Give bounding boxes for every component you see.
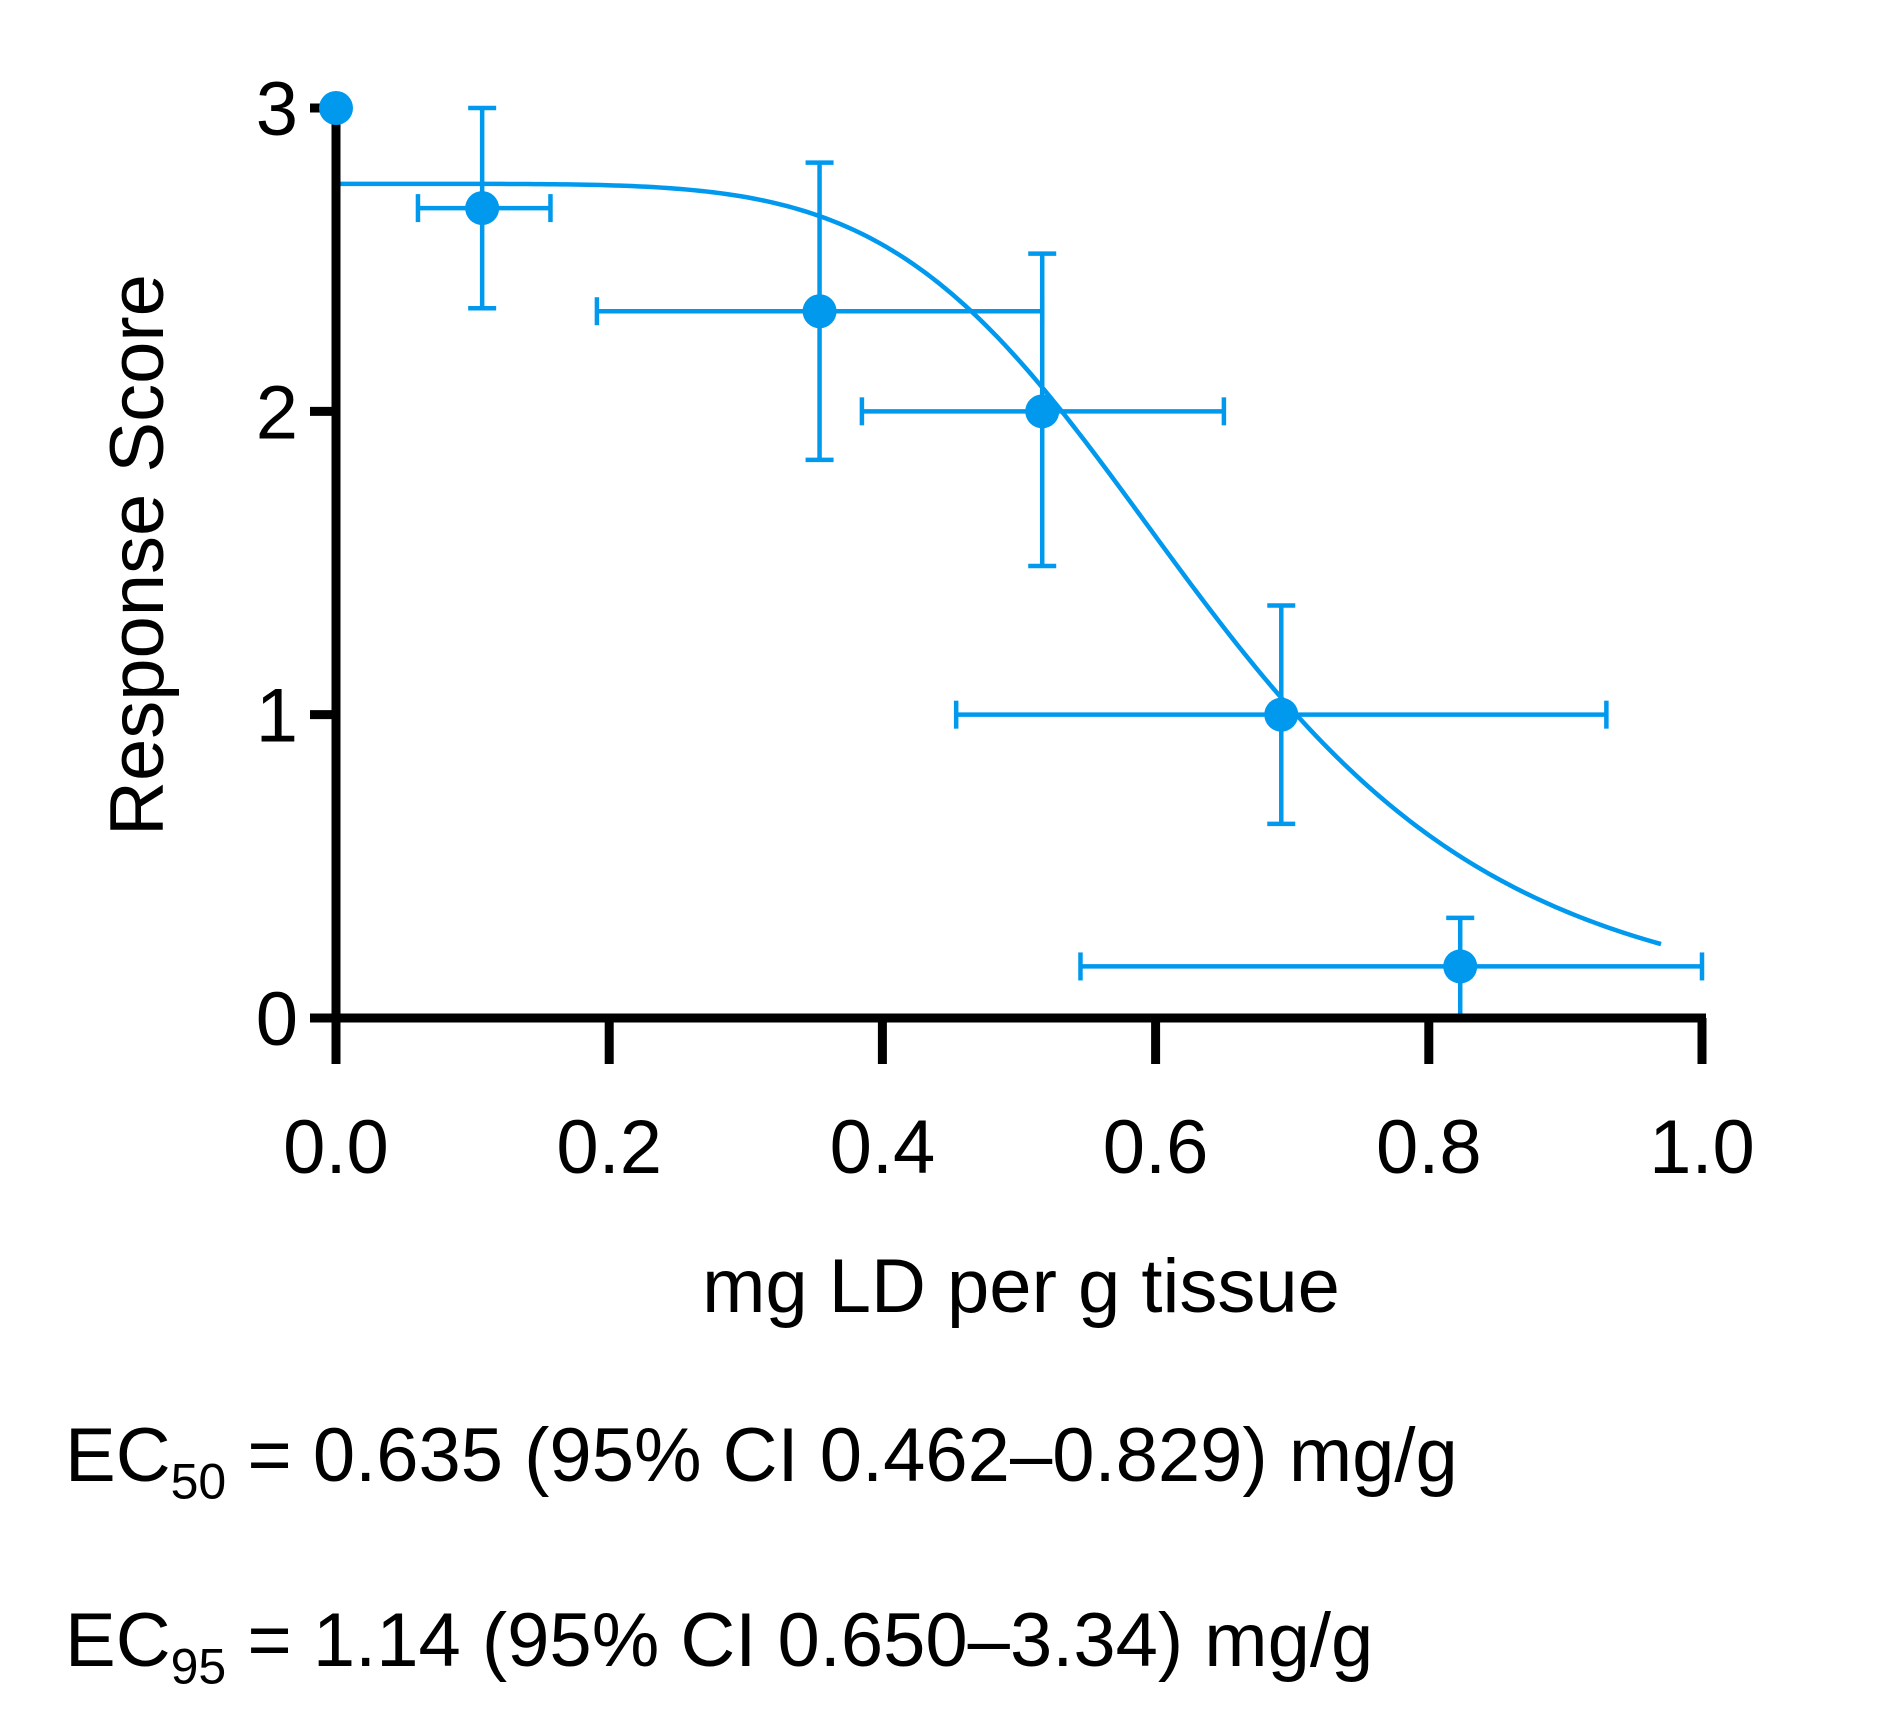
fit-curve bbox=[336, 181, 1662, 947]
ec50-subscript: 50 bbox=[170, 1453, 227, 1510]
fit-curve-layer bbox=[336, 181, 1662, 947]
ec95-subscript: 95 bbox=[170, 1638, 227, 1695]
x-tick-label-0.2: 0.2 bbox=[556, 1105, 662, 1190]
x-tick-label-0.8: 0.8 bbox=[1376, 1105, 1482, 1190]
ec50-prefix: EC bbox=[65, 1413, 171, 1498]
ec95-prefix: EC bbox=[65, 1598, 171, 1683]
ec50-value: = 0.635 (95% CI 0.462–0.829) mg/g bbox=[226, 1413, 1458, 1498]
x-tick-label-0.0: 0.0 bbox=[283, 1105, 389, 1190]
y-tick-label-3: 3 bbox=[256, 67, 298, 152]
ec95-value: = 1.14 (95% CI 0.650–3.34) mg/g bbox=[226, 1598, 1374, 1683]
y-axis-title: Response Score bbox=[95, 274, 180, 836]
x-tick-label-0.4: 0.4 bbox=[830, 1105, 936, 1190]
x-tick-label-1.0: 1.0 bbox=[1649, 1105, 1755, 1190]
y-tick-label-2: 2 bbox=[256, 370, 298, 455]
data-point-3 bbox=[1025, 394, 1060, 429]
data-point-2 bbox=[802, 294, 837, 329]
axes: 0 1 2 3 0.0 0.2 0.4 0.6 0.8 1.0 bbox=[256, 67, 1755, 1190]
error-bar-5 bbox=[1078, 915, 1705, 1021]
y-tick-label-1: 1 bbox=[256, 674, 298, 759]
y-tick-label-0: 0 bbox=[256, 977, 298, 1062]
error-bar-layer bbox=[415, 105, 1705, 1021]
data-point-4 bbox=[1264, 697, 1299, 732]
data-point-layer bbox=[319, 91, 1478, 984]
x-axis-title: mg LD per g tissue bbox=[702, 1244, 1340, 1329]
ec95-annotation: EC95 = 1.14 (95% CI 0.650–3.34) mg/g bbox=[65, 1603, 1373, 1692]
x-tick-label-0.6: 0.6 bbox=[1103, 1105, 1209, 1190]
data-point-1 bbox=[465, 191, 500, 226]
data-point-0 bbox=[319, 91, 353, 125]
ec50-annotation: EC50 = 0.635 (95% CI 0.462–0.829) mg/g bbox=[65, 1418, 1458, 1507]
data-point-5 bbox=[1443, 949, 1478, 984]
